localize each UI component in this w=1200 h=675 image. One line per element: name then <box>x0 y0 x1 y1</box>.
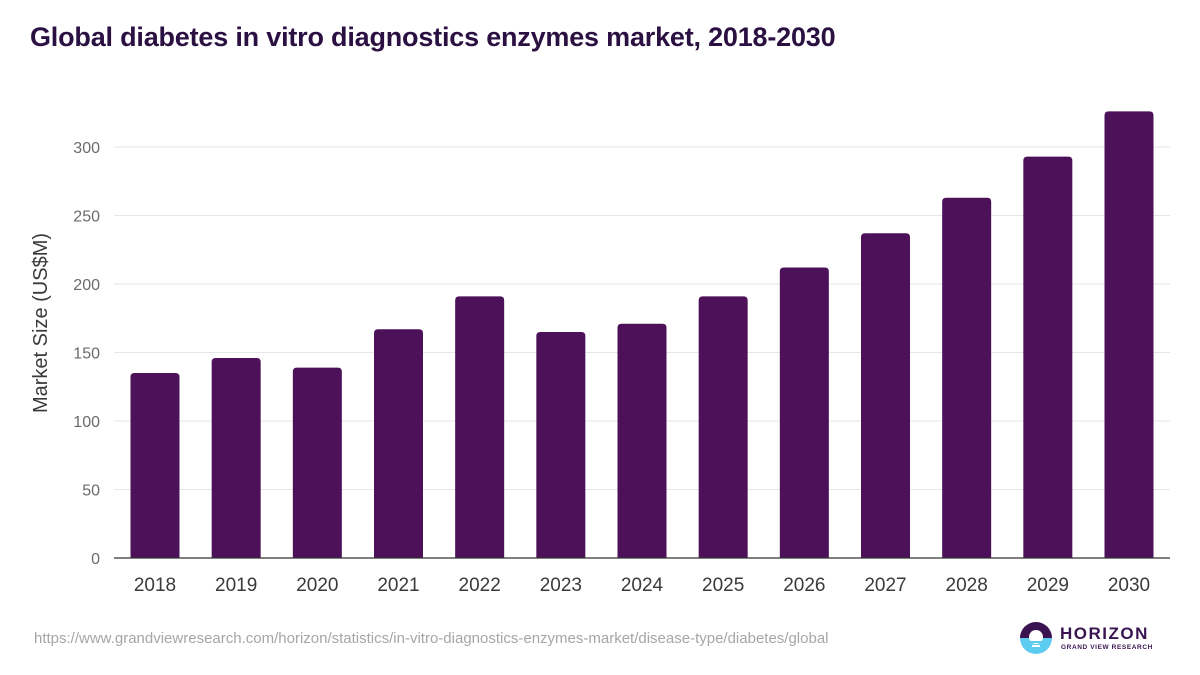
y-tick-label: 100 <box>73 414 100 431</box>
y-tick-label: 250 <box>73 209 100 226</box>
x-tick-label: 2020 <box>296 575 338 596</box>
bar-2019[interactable] <box>211 357 261 558</box>
horizon-sunrise-icon <box>1020 622 1052 654</box>
bar-2021[interactable] <box>374 329 423 558</box>
bar-2028[interactable] <box>942 197 992 558</box>
x-tick-label: 2018 <box>134 575 176 596</box>
y-tick-label: 150 <box>73 346 100 363</box>
bars <box>130 111 1154 558</box>
chart-title: Global diabetes in vitro diagnostics enz… <box>30 22 836 52</box>
bar-2029[interactable] <box>1023 156 1073 558</box>
x-tick-label: 2022 <box>459 575 501 596</box>
y-axis-label: Market Size (US$M) <box>30 233 52 413</box>
y-tick-label: 200 <box>73 277 100 294</box>
bar-2025[interactable] <box>698 296 748 558</box>
logo-wordmark: HORIZON <box>1060 624 1149 643</box>
x-tick-label: 2019 <box>215 575 257 596</box>
x-tick-label: 2026 <box>783 575 825 596</box>
x-axis-ticks: 2018 2019 2020 2021 2022 2023 2024 2025 2026 2027… <box>134 575 1150 596</box>
x-tick-label: 2027 <box>864 575 906 596</box>
y-axis-ticks: 0 50 100 150 200 250 300 <box>73 140 100 568</box>
x-tick-label: 2025 <box>702 575 744 596</box>
bar-2023[interactable] <box>536 331 586 558</box>
bar-2024[interactable] <box>617 323 667 558</box>
bar-2030[interactable] <box>1104 111 1154 558</box>
x-tick-label: 2023 <box>540 575 582 596</box>
x-tick-label: 2021 <box>377 575 419 596</box>
bar-2022[interactable] <box>455 296 505 558</box>
bar-2026[interactable] <box>779 267 829 558</box>
bar-2020[interactable] <box>292 367 342 558</box>
y-tick-label: 50 <box>82 483 100 500</box>
x-tick-label: 2029 <box>1027 575 1069 596</box>
x-tick-label: 2028 <box>946 575 988 596</box>
source-url[interactable]: https://www.grandviewresearch.com/horizo… <box>34 630 829 647</box>
y-tick-label: 0 <box>91 551 100 568</box>
y-tick-label: 300 <box>73 140 100 157</box>
logo-tagline: GRAND VIEW RESEARCH <box>1061 644 1153 651</box>
bar-2027[interactable] <box>861 233 910 558</box>
horizon-logo[interactable]: HORIZON GRAND VIEW RESEARCH <box>1020 622 1155 656</box>
x-tick-label: 2030 <box>1108 575 1150 596</box>
bar-2018[interactable] <box>130 373 180 558</box>
x-tick-label: 2024 <box>621 575 664 596</box>
